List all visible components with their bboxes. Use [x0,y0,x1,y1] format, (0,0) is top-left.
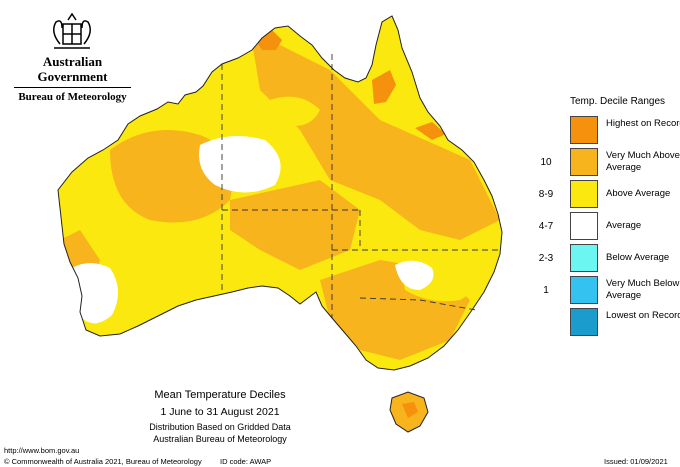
map-period: 1 June to 31 August 2021 [160,406,280,418]
legend-item-average: 4-7 Average [530,212,680,242]
legend-item-highest: Highest on Record [530,116,680,146]
legend-label: Average [606,220,642,231]
coat-of-arms-icon [53,12,91,49]
bom-url-link[interactable]: http://www.bom.gov.au [4,446,80,455]
legend-swatch [570,212,598,240]
legend-label: Highest on Record [606,118,680,129]
legend-swatch [570,148,598,176]
legend-label: Very Much Below Average [606,278,680,301]
government-logo: Australian Government Bureau of Meteorol… [10,10,135,104]
legend-swatch [570,180,598,208]
legend-item-very-much-below: 1 Very Much Below Average [530,276,680,306]
legend-swatch [570,116,598,144]
legend-swatch [570,308,598,336]
id-code: ID code: AWAP [220,457,272,466]
agency-name: Australian Government [37,54,108,84]
legend-item-lowest: Lowest on Record [530,308,680,338]
legend-item-below: 2-3 Below Average [530,244,680,274]
legend-label: Above Average [606,188,671,199]
map-title: Mean Temperature Deciles [154,389,286,401]
copyright-text: © Commonwealth of Australia 2021, Bureau… [4,457,202,466]
legend-range: 1 [543,285,549,296]
logo-divider [14,87,131,88]
legend-range: 10 [540,157,552,168]
map-source-note: Australian Bureau of Meteorology [153,434,287,444]
legend-label: Very Much Above Average [606,150,680,173]
legend-label: Below Average [606,252,670,263]
legend-item-above: 8-9 Above Average [530,180,680,210]
legend-range: 4-7 [538,221,554,232]
legend-item-very-much-above: 10 Very Much Above Average [530,148,680,178]
legend-range: 8-9 [538,189,554,200]
map-distribution-note: Distribution Based on Gridded Data [149,422,291,432]
bureau-name: Bureau of Meteorology [18,91,127,103]
legend-swatch [570,276,598,304]
legend-swatch [570,244,598,272]
legend-title: Temp. Decile Ranges [570,96,666,107]
issued-date: Issued: 01/09/2021 [604,457,668,466]
legend-label: Lowest on Record [606,310,680,321]
legend-range: 2-3 [538,253,554,264]
